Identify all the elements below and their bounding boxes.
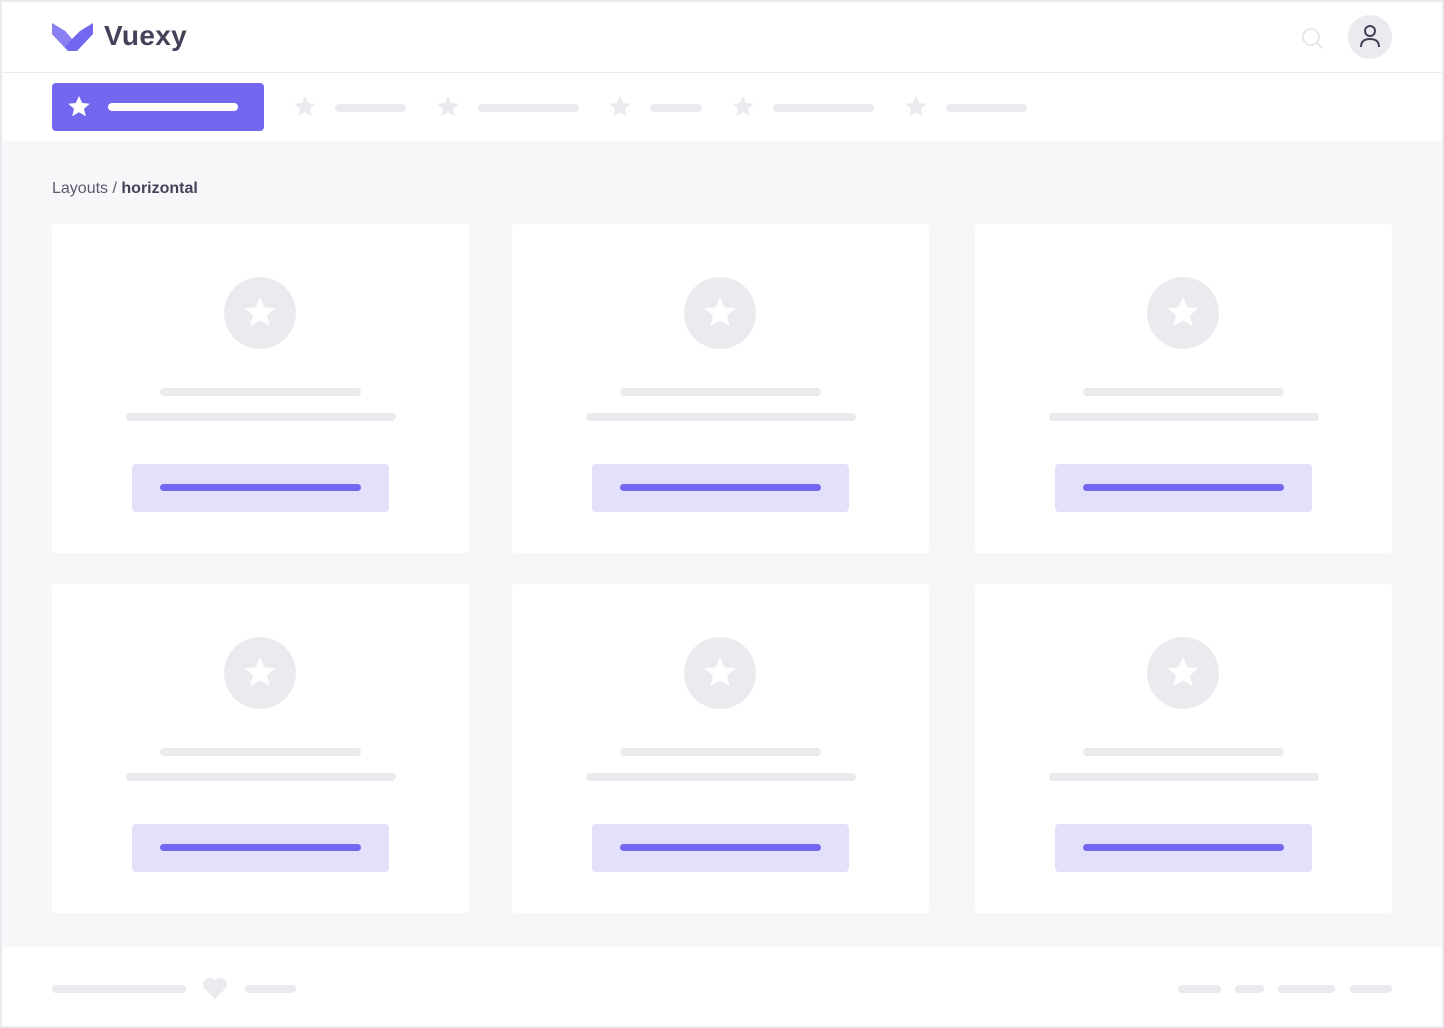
- nav-item-4[interactable]: [731, 95, 874, 119]
- star-icon: [437, 96, 459, 117]
- card-title-placeholder: [1083, 748, 1284, 756]
- breadcrumb-current: horizontal: [121, 180, 198, 197]
- card-icon: [684, 637, 756, 709]
- card-text-placeholder: [586, 773, 856, 781]
- card-title-placeholder: [620, 388, 821, 396]
- star-icon: [704, 657, 736, 687]
- card-icon: [224, 637, 296, 709]
- card: [52, 224, 469, 553]
- star-icon: [68, 96, 90, 117]
- card-icon: [224, 277, 296, 349]
- vuexy-logo-icon: [52, 23, 93, 51]
- nav-item-1[interactable]: [293, 95, 406, 119]
- star-icon: [1167, 297, 1199, 327]
- breadcrumb: Layouts / horizontal: [52, 180, 198, 198]
- footer-link[interactable]: [1278, 985, 1335, 993]
- card-button[interactable]: [592, 464, 849, 512]
- card-icon: [684, 277, 756, 349]
- card: [512, 224, 929, 553]
- heart-icon: [203, 977, 227, 999]
- card-title-placeholder: [160, 388, 361, 396]
- footer-link[interactable]: [1178, 985, 1221, 993]
- breadcrumb-parent[interactable]: Layouts: [52, 180, 109, 197]
- card-button[interactable]: [1055, 824, 1312, 872]
- nav-item-5[interactable]: [904, 95, 1027, 119]
- card-title-placeholder: [1083, 388, 1284, 396]
- star-icon: [609, 96, 631, 117]
- footer-text-placeholder: [245, 985, 296, 993]
- star-icon: [244, 657, 276, 687]
- star-icon: [294, 96, 316, 117]
- card-text-placeholder: [126, 413, 396, 421]
- card-text-placeholder: [1049, 773, 1319, 781]
- card: [52, 584, 469, 913]
- card-button[interactable]: [132, 824, 389, 872]
- star-icon: [732, 96, 754, 117]
- card-title-placeholder: [620, 748, 821, 756]
- card: [975, 224, 1392, 553]
- star-icon: [1167, 657, 1199, 687]
- nav-item-active[interactable]: [52, 83, 264, 131]
- footer-text-placeholder: [52, 985, 186, 993]
- nav-item-3[interactable]: [608, 95, 702, 119]
- star-icon: [704, 297, 736, 327]
- star-icon: [244, 297, 276, 327]
- footer-link[interactable]: [1350, 985, 1392, 993]
- card-text-placeholder: [586, 413, 856, 421]
- avatar[interactable]: [1348, 15, 1392, 59]
- card-button[interactable]: [592, 824, 849, 872]
- top-header: [2, 2, 1442, 73]
- user-icon: [1360, 25, 1380, 48]
- breadcrumb-separator: /: [112, 180, 117, 197]
- card-text-placeholder: [126, 773, 396, 781]
- card-text-placeholder: [1049, 413, 1319, 421]
- card-button[interactable]: [132, 464, 389, 512]
- card: [512, 584, 929, 913]
- card-icon: [1147, 277, 1219, 349]
- card: [975, 584, 1392, 913]
- star-icon: [905, 96, 927, 117]
- card-title-placeholder: [160, 748, 361, 756]
- footer-link[interactable]: [1235, 985, 1264, 993]
- nav-item-2[interactable]: [436, 95, 579, 119]
- card-button[interactable]: [1055, 464, 1312, 512]
- search-icon[interactable]: [1301, 27, 1323, 49]
- brand-name: Vuexy: [104, 20, 187, 51]
- card-icon: [1147, 637, 1219, 709]
